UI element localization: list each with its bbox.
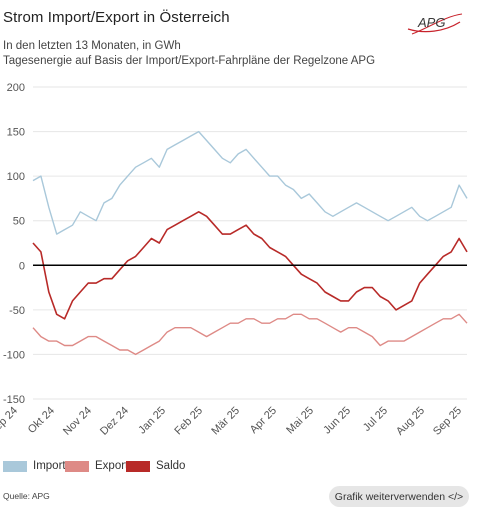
x-tick-label: Nov 24 [61,405,94,438]
x-tick-label: Jan 25 [136,405,168,437]
y-tick-label: 100 [7,171,25,183]
x-tick-label: Sep 24 [0,405,20,438]
x-tick-label: Jul 25 [361,405,390,434]
reuse-chart-button[interactable]: Grafik weiterverwenden </> [329,486,469,507]
series-line-saldo [32,211,468,320]
y-tick-label: 0 [19,260,25,272]
legend-item-saldo[interactable]: Saldo [126,460,185,472]
legend-swatch-export [65,460,89,472]
x-tick-label: Mär 25 [209,405,242,438]
x-tick-label: Aug 25 [394,405,427,438]
legend-label-import: Import [33,460,66,472]
y-tick-label: 150 [7,127,25,139]
apg-logo: APG [407,13,463,35]
y-tick-label: -100 [3,349,25,361]
legend-item-import[interactable]: Import [3,460,66,472]
y-tick-label: -150 [3,394,25,406]
legend-swatch-import [3,460,27,472]
y-tick-label: 50 [13,216,25,228]
x-tick-label: Jun 25 [321,405,353,437]
legend-item-export[interactable]: Export [65,460,128,472]
x-tick-label: Okt 24 [26,405,57,436]
y-tick-label: -50 [9,305,25,317]
series-line-import [32,130,468,235]
series-line-export [32,313,468,356]
x-tick-label: Mai 25 [284,405,316,437]
line-chart: -150 -100 -50 0 50 100 150 200 Sep 24 Okt 24 Nov 2… [0,82,468,438]
legend-label-export: Export [95,460,129,472]
y-tick-label: 200 [7,82,25,94]
chart-subtitle-description: Tagesenergie auf Basis der Import/Export… [3,55,376,67]
legend-swatch-saldo [126,460,150,472]
chart-subtitle-unit: In den letzten 13 Monaten, in GWh [3,40,181,52]
x-tick-label: Feb 25 [172,405,205,438]
x-tick-label: Dez 24 [98,405,131,438]
apg-logo-text: APG [417,15,445,30]
chart-title: Strom Import/Export in Österreich [3,9,230,26]
x-tick-label: Sep 25 [431,405,464,438]
x-tick-label: Apr 25 [248,405,279,436]
legend-label-saldo: Saldo [156,460,186,472]
source-note: Quelle: APG [3,491,50,501]
